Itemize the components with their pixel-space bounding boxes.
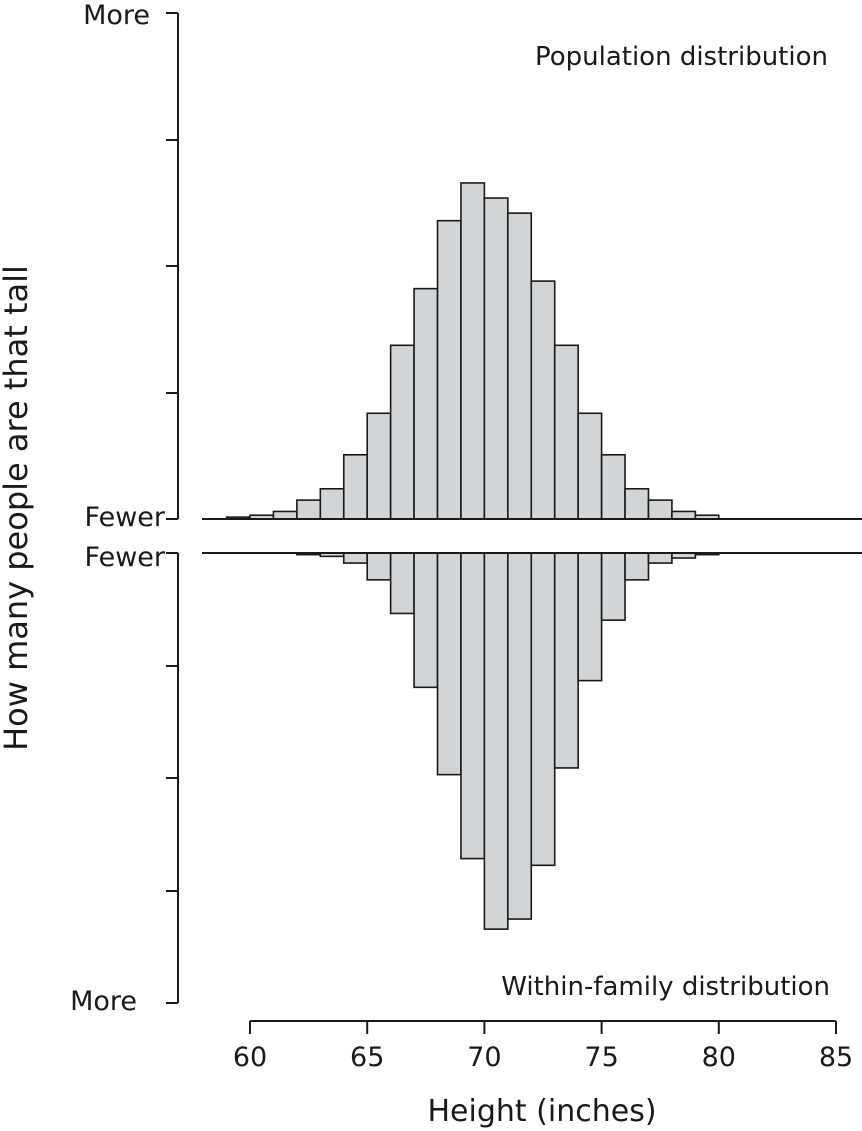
within-family-bar xyxy=(366,552,392,581)
population-bar xyxy=(507,212,533,520)
x-tick-label: 70 xyxy=(467,1042,501,1073)
population-bar xyxy=(671,510,697,520)
top-y-tick-label-more: More xyxy=(83,0,150,31)
within-family-bar xyxy=(342,552,369,564)
within-family-bar xyxy=(507,552,533,920)
within-family-bar xyxy=(624,552,650,581)
within-family-panel-label: Within-family distribution xyxy=(501,972,830,1002)
within-family-bar xyxy=(553,552,579,769)
population-bar xyxy=(460,182,486,520)
x-tick-label: 85 xyxy=(819,1042,853,1073)
within-family-bar xyxy=(600,552,626,621)
population-bar xyxy=(647,499,673,520)
population-bar xyxy=(553,344,579,520)
within-family-bars xyxy=(296,552,720,930)
within-family-bar xyxy=(483,552,509,930)
within-family-bar xyxy=(577,552,603,682)
within-family-bar xyxy=(647,552,673,564)
population-bar xyxy=(436,219,462,520)
bottom-y-tick-label-more: More xyxy=(70,986,137,1017)
bottom-y-tick-label-fewer: Fewer xyxy=(85,542,166,573)
x-tick-label: 80 xyxy=(702,1042,736,1073)
population-bars xyxy=(225,182,720,520)
population-bar xyxy=(319,487,345,520)
population-bar xyxy=(577,412,603,520)
x-tick-label: 65 xyxy=(350,1042,384,1073)
population-bar xyxy=(413,287,439,520)
y-axis-label: How many people are that tall xyxy=(0,265,35,751)
within-family-bar xyxy=(389,552,415,615)
top-y-tick-label-fewer: Fewer xyxy=(85,502,166,533)
population-bar xyxy=(389,344,415,520)
within-family-bar xyxy=(460,552,486,860)
x-axis-label: Height (inches) xyxy=(427,1094,656,1129)
within-family-bar xyxy=(413,552,439,689)
population-bar xyxy=(624,487,650,520)
x-tick-label: 60 xyxy=(233,1042,267,1073)
x-ticks: 60 65 70 75 80 85 xyxy=(233,1021,853,1073)
population-bar xyxy=(272,510,298,520)
population-panel-label: Population distribution xyxy=(535,42,828,72)
y-ticks xyxy=(166,12,178,1004)
within-family-bar xyxy=(436,552,462,776)
population-bar xyxy=(600,454,626,520)
within-family-bar xyxy=(530,552,556,867)
x-tick-label: 75 xyxy=(584,1042,618,1073)
population-bar xyxy=(296,499,322,520)
population-bar xyxy=(483,197,509,520)
population-bar xyxy=(342,454,369,520)
population-bar xyxy=(530,280,556,520)
population-bar xyxy=(366,412,392,520)
